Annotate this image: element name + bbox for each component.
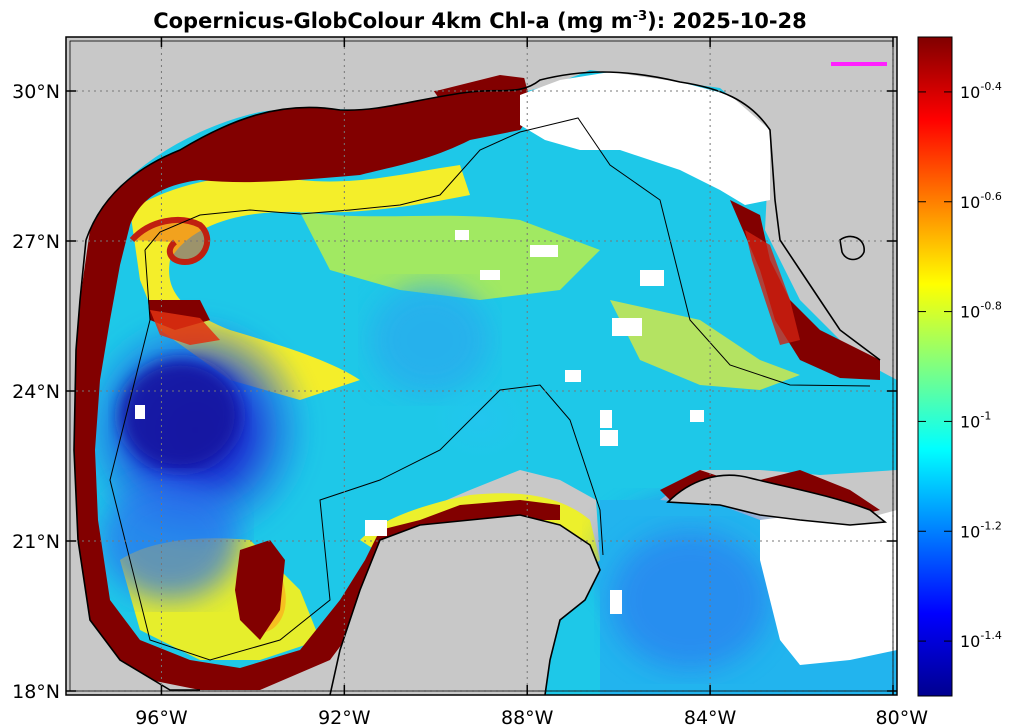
eez-boundary [109,117,871,661]
lat-label: 24°N [12,381,60,403]
colorbar [917,36,953,697]
land-masses [66,37,897,695]
lon-label: 92°W [318,707,371,727]
magenta-marker [831,62,887,66]
map-inner-frame [69,40,894,692]
lon-label: 88°W [501,707,554,727]
lon-label: 84°W [684,707,737,727]
axis-ticks [66,37,897,695]
colorbar-label: 10-1.2 [960,519,1002,541]
colorbar-label: 10-1.4 [960,629,1002,651]
title-exponent: -3 [632,9,648,24]
lat-label: 21°N [12,531,60,553]
lon-label: 96°W [135,707,188,727]
colorbar-label: 10-1 [960,409,991,431]
lon-label: 80°W [876,707,929,727]
colorbar-label: 10-0.4 [960,80,1002,102]
map-frame [65,36,898,696]
lat-label: 18°N [12,681,60,703]
latitude-labels: 30°N 27°N 24°N 21°N 18°N [12,81,60,703]
map-area [66,37,897,695]
lat-label: 30°N [12,81,60,103]
lat-label: 27°N [12,231,60,253]
colorbar-label: 10-0.8 [960,300,1002,322]
longitude-labels: 96°W 92°W 88°W 84°W 80°W [135,707,928,727]
map-title: Copernicus-GlobColour 4km Chl-a (mg m-3)… [153,9,807,33]
colorbar-labels: 10-0.4 10-0.6 10-0.8 10-1 10-1.2 10-1.4 [960,80,1002,651]
no-data-regions [135,72,897,665]
colorbar-label: 10-0.6 [960,190,1002,212]
colorbar-ticks [918,91,952,642]
coastlines [73,71,888,695]
